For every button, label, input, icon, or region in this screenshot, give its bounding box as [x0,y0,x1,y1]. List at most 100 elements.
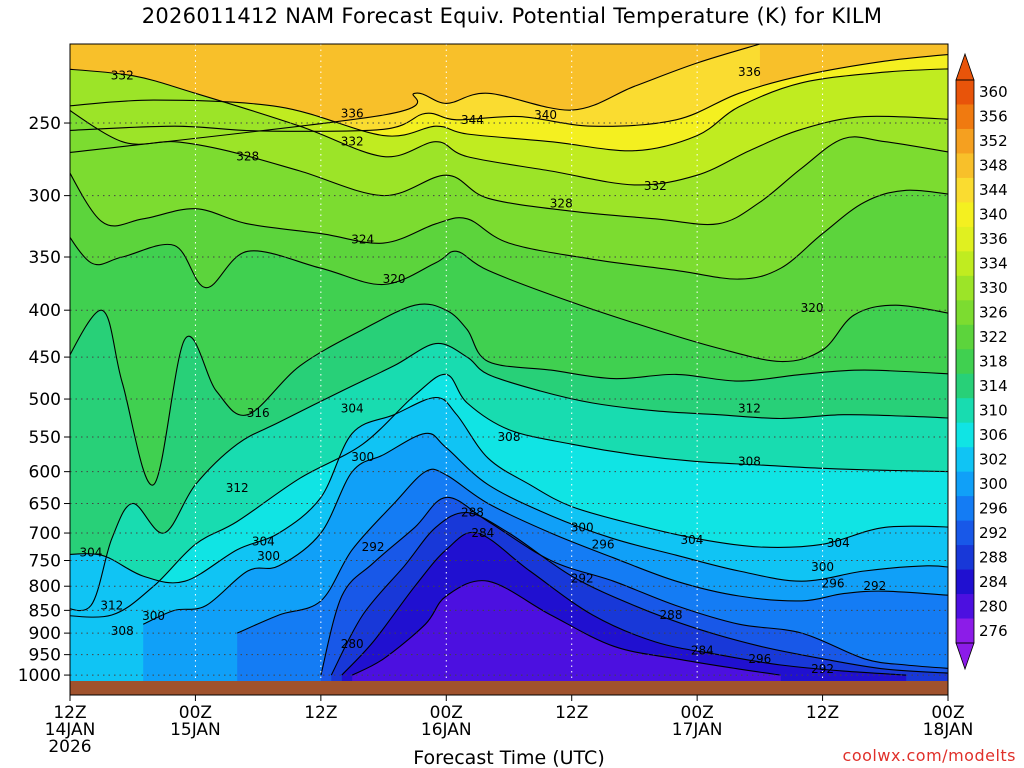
contour-label: 312 [738,401,761,415]
colorbar-swatch [956,618,974,644]
y-tick-label: 500 [29,390,61,410]
contour-308 [70,373,948,618]
colorbar-label: 330 [979,279,1008,297]
contour-316 [70,303,948,486]
colorbar-swatch [956,398,974,424]
contour-label: 296 [748,652,771,666]
contour-label: 304 [827,536,850,550]
colorbar-swatch [956,447,974,473]
colorbar-swatch [956,226,974,252]
x-tick-label: 00Z [179,703,212,723]
x-tick-label: 12Z [555,703,588,723]
credit-text: coolwx.com/modelts [842,746,1016,765]
colorbar-label: 334 [979,255,1008,273]
colorbar-swatch [956,349,974,375]
contour-288 [330,512,948,676]
contour-label: 320 [801,301,824,315]
colorbar-swatch [956,202,974,228]
x-tick-label: 15JAN [170,720,221,740]
colorbar-label: 310 [979,401,1008,419]
colorbar-label: 352 [979,132,1008,150]
contour-label: 292 [362,540,385,554]
contour-336 [70,68,948,152]
y-tick-label: 700 [29,524,61,544]
contour-label: 332 [644,179,667,193]
x-tick-label: 14JAN [45,720,96,740]
x-tick-label: 00Z [931,703,964,723]
contour-296 [236,468,948,634]
contour-label: 284 [471,526,494,540]
contour-label: 284 [691,643,714,657]
contour-284 [341,531,907,676]
y-tick-label: 300 [29,187,61,207]
colorbar-label: 276 [979,622,1008,640]
x-tick-label: 00Z [681,703,714,723]
colorbar-swatch [956,251,974,277]
contour-label: 336 [341,106,364,120]
contour-label: 300 [811,560,834,574]
contour-label: 304 [341,401,364,415]
colorbar-swatch [956,545,974,571]
colorbar: 360 356 352 348 344 340 336 334 330 326 322 318 314 3… [955,52,1008,671]
colorbar-swatch [956,80,974,105]
colorbar-swatch [956,324,974,350]
colorbar-frame [955,79,975,644]
x-tick-label: 12Z [53,703,86,723]
theta-e-contours [70,44,948,676]
contour-label: 344 [461,113,484,127]
y-tick-label: 750 [29,552,61,572]
colorbar-label: 288 [979,548,1008,566]
colorbar-label: 336 [979,230,1008,248]
colorbar-label: 318 [979,353,1008,371]
y-tick-label: 850 [29,601,61,621]
colorbar-label: 344 [979,181,1008,199]
contour-label: 304 [79,545,102,559]
contour-label: 328 [550,197,573,211]
x-tick-label: 17JAN [672,720,723,740]
contour-label: 340 [534,108,557,122]
y-tick-label: 1000 [18,666,61,686]
colorbar-swatch [956,128,974,154]
y-tick-label: 550 [29,428,61,448]
contour-label: 292 [811,662,834,676]
chart-title: 2026011412 NAM Forecast Equiv. Potential… [141,4,883,28]
colorbar-label: 360 [979,83,1008,101]
contour-label: 324 [351,233,374,247]
contour-292 [320,496,948,676]
contour-label: 296 [822,577,845,591]
contour-label: 316 [247,406,270,420]
colorbar-swatch [956,177,974,203]
contour-280 [351,580,781,676]
y-tick-label: 400 [29,301,61,321]
y-tick-label: 600 [29,463,61,483]
colorbar-label: 326 [979,304,1008,322]
colorbar-label: 284 [979,573,1008,591]
contour-label: 292 [571,572,594,586]
colorbar-swatch [956,520,974,546]
contour-label: 288 [461,506,484,520]
fill-band-280 [352,580,781,681]
colorbar-swatch [956,471,974,497]
colorbar-swatch [956,422,974,448]
contour-label: 308 [738,455,761,469]
colorbar-label: 306 [979,426,1008,444]
x-axis-title: Forecast Time (UTC) [413,747,604,768]
contour-328 [70,109,948,226]
y-tick-label: 350 [29,248,61,268]
y-tick-label: 950 [29,646,61,666]
y-tick-label: 800 [29,577,61,597]
contour-label: 300 [257,549,280,563]
colorbar-swatch [956,153,974,179]
colorbar-swatch [956,569,974,595]
y-tick-label: 900 [29,624,61,644]
colorbar-swatch [956,496,974,522]
plot-frame [69,43,949,696]
colorbar-label: 280 [979,597,1008,615]
colorbar-swatch [956,373,974,399]
contour-label: 328 [236,150,259,164]
contour-label: 312 [226,481,249,495]
contour-label: 320 [383,272,406,286]
contour-label: 304 [252,534,275,548]
